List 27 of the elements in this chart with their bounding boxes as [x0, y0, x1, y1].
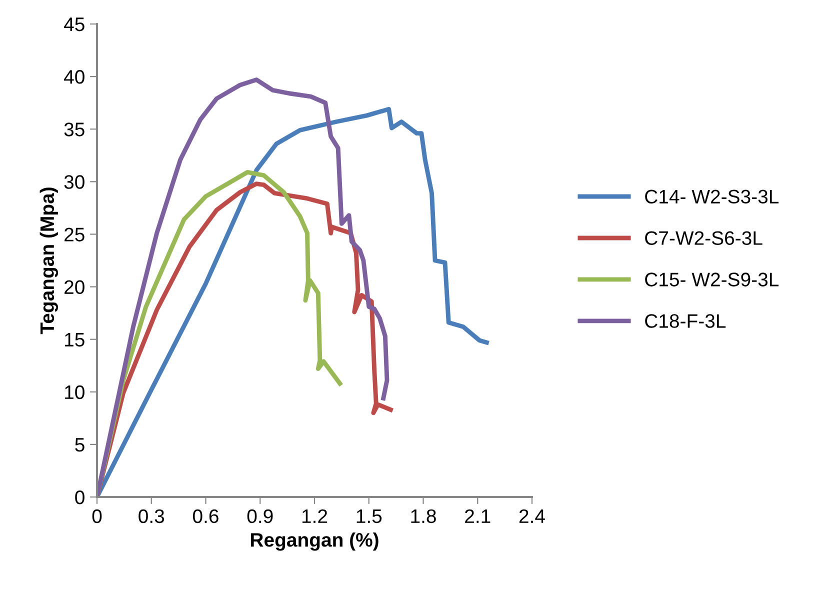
y-tick-label: 45	[64, 18, 84, 32]
y-tick-label: 10	[65, 385, 84, 400]
y-tick-label: 5	[75, 438, 84, 452]
line-series	[97, 106, 489, 497]
y-tick-label: 25	[64, 228, 84, 242]
x-tick-label: 2.1	[465, 509, 490, 523]
x-tick-label: 0.3	[138, 509, 164, 524]
line-series	[97, 77, 390, 497]
y-tick-label: 0	[75, 490, 84, 504]
y-tick-label: 35	[64, 122, 84, 136]
legend-label: C14- W2-S3-3L	[645, 190, 779, 204]
y-tick-label: 20	[64, 280, 84, 294]
x-tick-label: 0	[92, 509, 102, 524]
x-tick-label: 0.9	[247, 509, 273, 524]
y-tick-label: 30	[64, 175, 84, 189]
legend-label: C15- W2-S9-3L	[645, 272, 779, 286]
legend-label: C7-W2-S6-3L	[645, 231, 762, 245]
y-tick-label: 15	[65, 333, 84, 347]
x-tick-label: 0.6	[192, 509, 218, 524]
y-axis-title: Tegangan (Mpa)	[40, 188, 58, 334]
x-tick-label: 2.4	[519, 509, 545, 523]
x-tick-label: 1.2	[302, 509, 328, 523]
y-tick-label: 40	[64, 70, 84, 84]
legend-label: C18-F-3L	[645, 314, 726, 328]
x-axis-title: Regangan (%)	[250, 532, 378, 551]
x-tick-label: 1.8	[411, 509, 436, 524]
x-tick-label: 1.5	[356, 510, 382, 524]
